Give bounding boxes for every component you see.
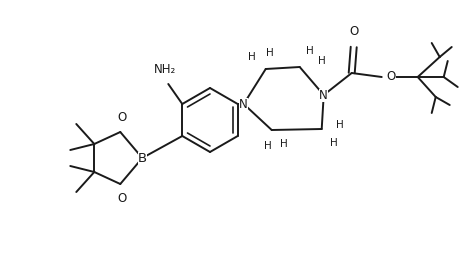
Text: H: H xyxy=(330,138,338,148)
Text: H: H xyxy=(306,46,314,56)
Text: H: H xyxy=(264,141,272,151)
Text: H: H xyxy=(318,56,325,66)
Text: O: O xyxy=(349,25,358,38)
Text: H: H xyxy=(248,52,256,62)
Text: H: H xyxy=(280,139,288,149)
Text: H: H xyxy=(266,48,274,58)
Text: O: O xyxy=(387,70,396,83)
Text: O: O xyxy=(118,192,127,205)
Text: N: N xyxy=(239,98,248,110)
Text: NH₂: NH₂ xyxy=(154,63,177,76)
Text: N: N xyxy=(319,88,328,101)
Text: H: H xyxy=(336,120,343,130)
Text: B: B xyxy=(138,152,147,165)
Text: O: O xyxy=(118,111,127,124)
